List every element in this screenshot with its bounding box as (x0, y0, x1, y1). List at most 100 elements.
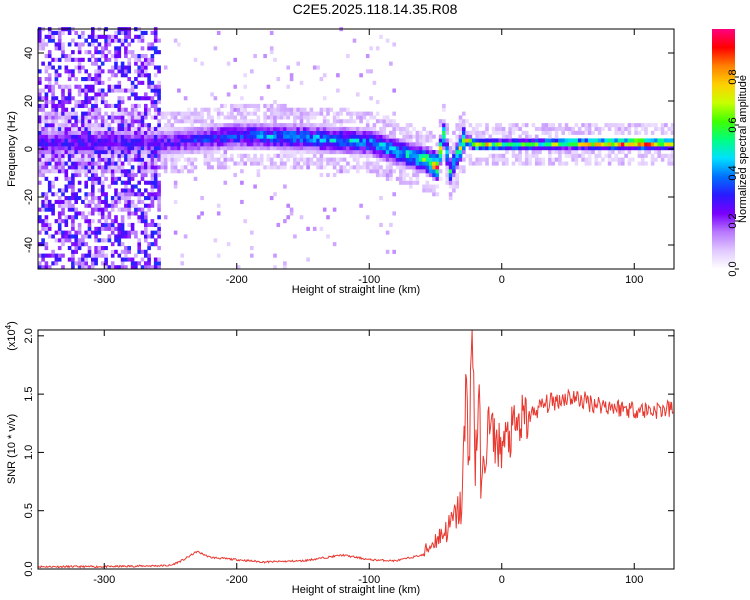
spectrogram-cell (91, 30, 95, 35)
spectrogram-cell (558, 123, 562, 128)
spectrogram-cell (458, 165, 463, 170)
spectrogram-cell (538, 161, 542, 166)
spectrogram-cell (508, 123, 512, 128)
spectrogram-cell (157, 50, 161, 55)
spectrogram-cell (369, 69, 373, 74)
spectrogram-cell (160, 146, 165, 151)
spectrogram-cell (392, 157, 396, 162)
spectrogram-cell (64, 169, 69, 174)
spectrogram-cell (405, 142, 410, 147)
spectrogram-cell (303, 123, 307, 128)
spectrogram-cell (392, 146, 396, 151)
spectrogram-cell (336, 134, 340, 139)
spectrogram-cell (44, 207, 49, 212)
spectrogram-cell (418, 165, 423, 170)
spectrogram-cell (137, 246, 141, 251)
spectrogram-cell (127, 257, 131, 262)
spectrogram-cell (157, 246, 161, 251)
spectrogram-cell (144, 165, 148, 170)
spectrogram-cell (660, 126, 665, 131)
spectrogram-cell (130, 265, 135, 270)
spectrogram-cell (501, 130, 506, 135)
spectrogram-cell (213, 238, 218, 243)
spectrogram-cell (51, 207, 55, 212)
spectrogram-cell (140, 126, 145, 131)
spectrogram-cell (432, 134, 436, 139)
spectrogram-cell (667, 138, 671, 143)
spectrogram-cell (74, 142, 78, 147)
spectrogram-cell (359, 134, 363, 139)
spectrogram-cell (511, 150, 516, 155)
spectrogram-cell (488, 138, 493, 143)
spectrogram-cell (130, 153, 135, 158)
spectrogram-cell (140, 219, 145, 224)
spectrogram-cell (153, 84, 158, 89)
spectrogram-cell (140, 257, 145, 262)
spectrogram-cell (100, 123, 105, 128)
spectrogram-cell (94, 176, 98, 181)
spectrogram-cell (230, 153, 234, 158)
spectrogram-cell (568, 138, 572, 143)
spectrogram-cell (617, 138, 622, 143)
spectrogram-cell (283, 123, 287, 128)
spectrogram-cell (144, 134, 148, 139)
spectrogram-cell (564, 123, 569, 128)
spectrogram-cell (47, 50, 52, 55)
spectrogram-cell (57, 134, 62, 139)
spectrogram-cell (448, 173, 453, 178)
spectrogram-cell (372, 126, 377, 131)
spectrogram-cell (630, 123, 635, 128)
snr-xtick-label: 0 (499, 574, 505, 586)
spectrogram-cell (117, 111, 122, 116)
spectrogram-cell (124, 196, 128, 201)
spectrogram-cell (91, 130, 95, 135)
spectrogram-cell (356, 165, 360, 170)
spectrogram-cell (372, 138, 377, 143)
spectrogram-cell (385, 249, 390, 254)
spectrogram-cell (243, 142, 247, 147)
spectrogram-cell (140, 46, 145, 51)
spectrogram-cell (47, 138, 52, 143)
spectrogram-cell (150, 265, 155, 270)
spectrogram-cell (299, 142, 304, 147)
spectrogram-cell (67, 203, 72, 208)
spectrogram-cell (435, 184, 440, 189)
spectrogram-cell (54, 176, 59, 181)
spectrogram-cell (432, 165, 436, 170)
spectrogram-cell (293, 123, 297, 128)
spectrogram-cell (422, 153, 426, 158)
spectrogram-cell (498, 130, 502, 135)
spectrogram-cell (57, 169, 62, 174)
spectrogram-cell (435, 150, 440, 155)
spectrogram-cell (223, 157, 228, 162)
spectrogram-cell (322, 134, 327, 139)
spectrogram-cell (140, 54, 145, 59)
spectrogram-cell (130, 165, 135, 170)
spectrogram-cell (339, 169, 343, 174)
spectrogram-cell (100, 100, 105, 105)
spectrogram-cell (67, 142, 72, 147)
spectrogram-cell (153, 134, 158, 139)
spectrogram-cell (226, 134, 231, 139)
spectrogram-cell (283, 142, 287, 147)
spectrogram-cell (160, 126, 165, 131)
spectrogram-cell (273, 130, 277, 135)
spectrogram-cell (577, 126, 582, 131)
spectrogram-cell (81, 150, 85, 155)
spectrogram-cell (316, 65, 320, 70)
spectrogram-cell (256, 157, 261, 162)
spectrogram-cell (54, 130, 59, 135)
spectrogram-cell (428, 138, 433, 143)
spectrogram-cell (240, 134, 244, 139)
spectrogram-cell (61, 50, 65, 55)
spectrogram-cell (571, 126, 575, 131)
spectrogram-cell (558, 126, 562, 131)
spectrogram-cell (269, 30, 274, 35)
spectrogram-cell (478, 123, 483, 128)
spectrogram-cell (392, 142, 396, 147)
spectrogram-cell (617, 130, 622, 135)
spectrogram-cell (137, 57, 141, 62)
spectrogram-cell (250, 69, 254, 74)
spectrogram-cell (253, 146, 257, 151)
spectrogram-cell (342, 107, 347, 112)
